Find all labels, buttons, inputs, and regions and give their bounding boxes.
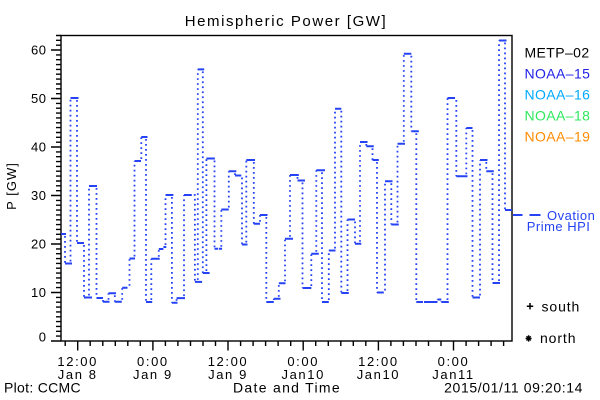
- svg-text:NOAA–15: NOAA–15: [525, 66, 591, 82]
- svg-text:20: 20: [31, 237, 46, 252]
- svg-text:0: 0: [39, 329, 47, 344]
- svg-text:0:00: 0:00: [438, 354, 470, 369]
- svg-text:Jan10: Jan10: [281, 367, 324, 382]
- svg-text:12:00: 12:00: [57, 354, 98, 369]
- svg-text:60: 60: [31, 43, 46, 58]
- svg-text:12:00: 12:00: [208, 354, 249, 369]
- svg-text:NOAA–16: NOAA–16: [525, 87, 591, 103]
- svg-text:Jan 9: Jan 9: [133, 367, 173, 382]
- svg-text:Ovation: Ovation: [547, 208, 595, 223]
- svg-text:12:00: 12:00: [358, 354, 399, 369]
- svg-text:Prime HPI: Prime HPI: [527, 219, 591, 234]
- svg-text:north: north: [540, 330, 576, 346]
- svg-text:30: 30: [31, 188, 46, 203]
- svg-text:0:00: 0:00: [287, 354, 319, 369]
- svg-text:10: 10: [31, 285, 46, 300]
- svg-text:0:00: 0:00: [137, 354, 169, 369]
- svg-text:P [GW]: P [GW]: [4, 162, 19, 210]
- svg-text:Date and Time: Date and Time: [233, 380, 341, 396]
- svg-text:NOAA–19: NOAA–19: [525, 129, 591, 145]
- svg-text:Plot: CCMC: Plot: CCMC: [4, 380, 81, 396]
- svg-text:40: 40: [31, 140, 46, 155]
- svg-text:south: south: [542, 299, 581, 315]
- svg-text:Jan11: Jan11: [432, 367, 474, 382]
- svg-text:METP–02: METP–02: [525, 45, 590, 61]
- svg-text:Jan10: Jan10: [357, 367, 400, 382]
- svg-text:Jan 9: Jan 9: [208, 367, 248, 382]
- svg-text:2015/01/11 09:20:14: 2015/01/11 09:20:14: [444, 380, 583, 396]
- svg-text:NOAA–18: NOAA–18: [525, 108, 591, 124]
- svg-text:Hemispheric Power [GW]: Hemispheric Power [GW]: [185, 13, 387, 30]
- svg-text:50: 50: [31, 91, 46, 106]
- svg-text:Jan 8: Jan 8: [58, 367, 98, 382]
